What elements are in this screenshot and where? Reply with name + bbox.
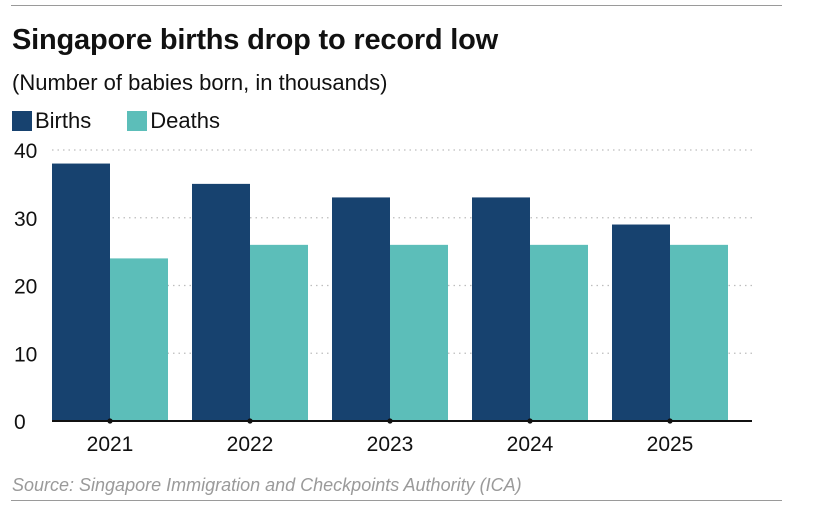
bar-deaths-2022 [250, 244, 308, 421]
legend-item-births: Births [12, 108, 91, 134]
x-tick-label: 2021 [87, 433, 134, 456]
x-tick-label: 2024 [507, 433, 554, 456]
legend-swatch-births [12, 111, 32, 131]
x-tick-mark [247, 418, 253, 424]
x-tick-mark [387, 418, 393, 424]
legend-item-deaths: Deaths [127, 108, 220, 134]
bar-births-2022 [192, 183, 250, 421]
bar-births-2024 [472, 197, 530, 421]
x-tick-label: 2023 [367, 433, 414, 456]
bar-deaths-2025 [670, 244, 728, 421]
x-tick-mark [107, 418, 113, 424]
bar-births-2021 [52, 163, 110, 422]
bar-births-2025 [612, 224, 670, 421]
legend-label-births: Births [35, 108, 92, 133]
top-rule [11, 5, 782, 6]
source-note: Source: Singapore Immigration and Checkp… [12, 475, 522, 495]
bar-births-2023 [332, 197, 390, 421]
legend: Births Deaths [12, 108, 256, 134]
bar-deaths-2023 [390, 244, 448, 421]
x-tick-mark [667, 418, 673, 424]
y-tick-label: 20 [14, 276, 37, 299]
x-tick-mark [527, 418, 533, 424]
bar-deaths-2021 [110, 258, 168, 421]
chart-title: Singapore births drop to record low [12, 24, 499, 56]
legend-swatch-deaths [127, 111, 148, 131]
bottom-rule [11, 500, 782, 501]
y-tick-label: 0 [14, 411, 26, 434]
legend-label-deaths: Deaths [150, 108, 220, 133]
y-tick-label: 40 [14, 140, 37, 163]
bar-deaths-2024 [530, 244, 588, 421]
x-tick-label: 2022 [227, 433, 274, 456]
x-tick-label: 2025 [647, 433, 694, 456]
y-tick-label: 30 [14, 208, 37, 231]
y-tick-label: 10 [14, 343, 37, 366]
chart-subtitle: (Number of babies born, in thousands) [12, 70, 388, 95]
